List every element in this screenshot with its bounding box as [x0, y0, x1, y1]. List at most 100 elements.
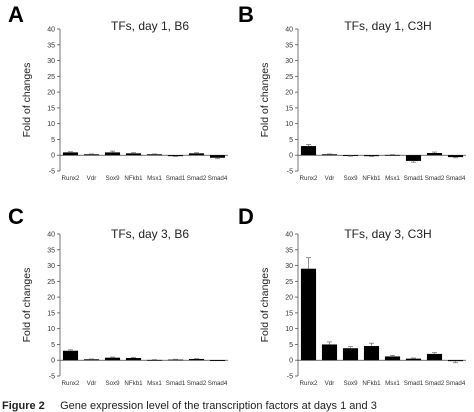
y-tick-label: 35: [285, 247, 293, 254]
x-tick-label: Vdr: [87, 380, 97, 387]
x-tick-label: Msx1: [385, 380, 400, 387]
panel-title: TFs, day 3, B6: [111, 227, 189, 241]
bar: [125, 358, 142, 361]
y-axis-label: Fold of changes: [21, 268, 33, 343]
bar: [363, 346, 380, 361]
x-tick-label: Smad2: [425, 380, 445, 387]
y-tick-label: 25: [47, 74, 55, 81]
bar: [447, 155, 464, 158]
y-tick-label: 25: [47, 279, 55, 286]
x-tick-label: NFkb1: [124, 175, 143, 182]
y-tick-label: 0: [289, 358, 293, 365]
x-tick-label: Runx2: [300, 175, 318, 182]
bar: [188, 358, 205, 361]
bar: [300, 146, 317, 156]
y-tick-label: 40: [285, 232, 293, 239]
panel-title: TFs, day 1, C3H: [344, 19, 431, 33]
bar: [167, 155, 184, 157]
x-tick-label: Smad1: [404, 380, 424, 387]
y-axis-label: Fold of changes: [21, 63, 33, 138]
bar: [209, 155, 226, 158]
x-tick-label: NFkb1: [362, 175, 381, 182]
y-axis-label: Fold of changes: [259, 268, 271, 343]
y-tick-label: 40: [285, 27, 293, 34]
x-tick-label: Sox9: [105, 175, 120, 182]
x-tick-label: Smad1: [166, 175, 186, 182]
bar: [426, 353, 443, 361]
x-tick-label: Smad4: [446, 380, 466, 387]
bar: [321, 344, 338, 361]
y-tick-label: 40: [47, 232, 55, 239]
bar: [83, 154, 100, 156]
x-tick-label: Vdr: [325, 380, 335, 387]
x-tick-label: Smad4: [446, 175, 466, 182]
x-tick-label: Smad4: [208, 380, 228, 387]
x-tick-label: Vdr: [87, 175, 97, 182]
bar: [342, 155, 359, 157]
y-tick-label: -5: [287, 169, 293, 176]
y-tick-label: 40: [47, 27, 55, 34]
x-tick-label: Smad2: [425, 175, 445, 182]
x-tick-label: Sox9: [343, 380, 358, 387]
panel-letter: A: [8, 2, 24, 27]
bar: [62, 350, 79, 361]
panel-letter: B: [238, 2, 254, 27]
x-tick-label: Sox9: [105, 380, 120, 387]
y-tick-label: 15: [47, 310, 55, 317]
y-tick-label: 10: [285, 326, 293, 333]
y-tick-label: -5: [49, 169, 55, 176]
bar: [146, 359, 163, 361]
x-tick-label: Smad1: [166, 380, 186, 387]
y-tick-label: 5: [51, 342, 55, 349]
y-tick-label: 0: [289, 153, 293, 160]
x-tick-label: Msx1: [385, 175, 400, 182]
x-tick-label: Smad1: [404, 175, 424, 182]
bar: [146, 154, 163, 156]
y-tick-label: 35: [285, 42, 293, 49]
x-tick-label: Runx2: [62, 175, 80, 182]
bar: [188, 153, 205, 156]
x-tick-label: Smad2: [187, 175, 207, 182]
panel-title: TFs, day 3, C3H: [344, 227, 431, 241]
figure-caption-label: Figure 2: [2, 400, 45, 412]
x-tick-label: Smad2: [187, 380, 207, 387]
x-tick-label: Msx1: [147, 175, 162, 182]
y-tick-label: 35: [47, 42, 55, 49]
x-tick-label: Runx2: [62, 380, 80, 387]
y-tick-label: 25: [285, 279, 293, 286]
figure-caption: Figure 2 Gene expression level of the tr…: [2, 400, 472, 412]
y-tick-label: 20: [285, 295, 293, 302]
bar: [321, 154, 338, 156]
panel-letter: C: [8, 204, 24, 229]
bar: [209, 360, 226, 362]
bar: [363, 155, 380, 157]
y-tick-label: 20: [47, 90, 55, 97]
panel-title: TFs, day 1, B6: [111, 19, 189, 33]
y-tick-label: 5: [51, 137, 55, 144]
x-tick-label: Smad4: [208, 175, 228, 182]
bar: [384, 154, 401, 156]
bar: [405, 358, 422, 361]
y-tick-label: 10: [285, 121, 293, 128]
panel-letter: D: [238, 204, 254, 229]
y-tick-label: 35: [47, 247, 55, 254]
x-tick-label: Runx2: [300, 380, 318, 387]
y-tick-label: 30: [285, 58, 293, 65]
bar: [447, 360, 464, 362]
y-tick-label: -5: [287, 374, 293, 381]
y-tick-label: 30: [285, 263, 293, 270]
y-tick-label: 5: [289, 137, 293, 144]
y-tick-label: 5: [289, 342, 293, 349]
y-tick-label: 0: [51, 358, 55, 365]
bar: [384, 356, 401, 361]
y-tick-label: 10: [47, 121, 55, 128]
bar: [342, 348, 359, 361]
y-tick-label: 30: [47, 58, 55, 65]
bar: [300, 268, 317, 361]
y-tick-label: -5: [49, 374, 55, 381]
y-tick-label: 30: [47, 263, 55, 270]
y-tick-label: 15: [285, 105, 293, 112]
y-axis-label: Fold of changes: [259, 63, 271, 138]
bar: [83, 359, 100, 361]
